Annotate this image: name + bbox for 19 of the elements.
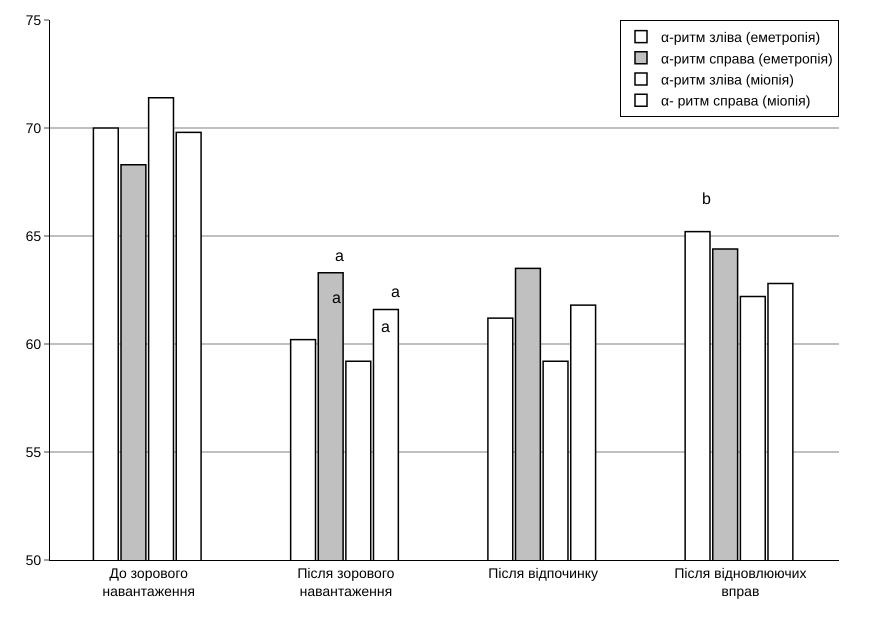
y-tick-label: 60: [26, 336, 42, 352]
x-tick-label: Після відновлюючих вправ: [674, 564, 806, 599]
annotation: a: [335, 248, 344, 265]
legend-label: α- ритм справа (міопія): [661, 92, 810, 109]
x-tick-label: До зорового навантаження: [102, 564, 195, 599]
x-tick-label: Після зорового навантаження: [297, 564, 395, 599]
legend-label: α-ритм справа (еметропія): [661, 50, 833, 66]
y-tick-label: 70: [26, 120, 42, 136]
x-tick-label: Після відпочинку: [488, 564, 598, 581]
y-tick-label: 55: [26, 444, 42, 460]
annotation: a: [381, 319, 390, 336]
legend-label: α-ритм зліва (еметропія): [661, 29, 820, 46]
y-tick-label: 50: [26, 552, 42, 568]
legend-label: α-ритм зліва (міопія): [661, 71, 794, 88]
annotation: b: [702, 191, 711, 208]
y-tick-label: 65: [26, 228, 42, 244]
annotation: a: [332, 290, 341, 307]
annotation: a: [391, 284, 400, 301]
y-tick-label: 75: [26, 12, 42, 28]
